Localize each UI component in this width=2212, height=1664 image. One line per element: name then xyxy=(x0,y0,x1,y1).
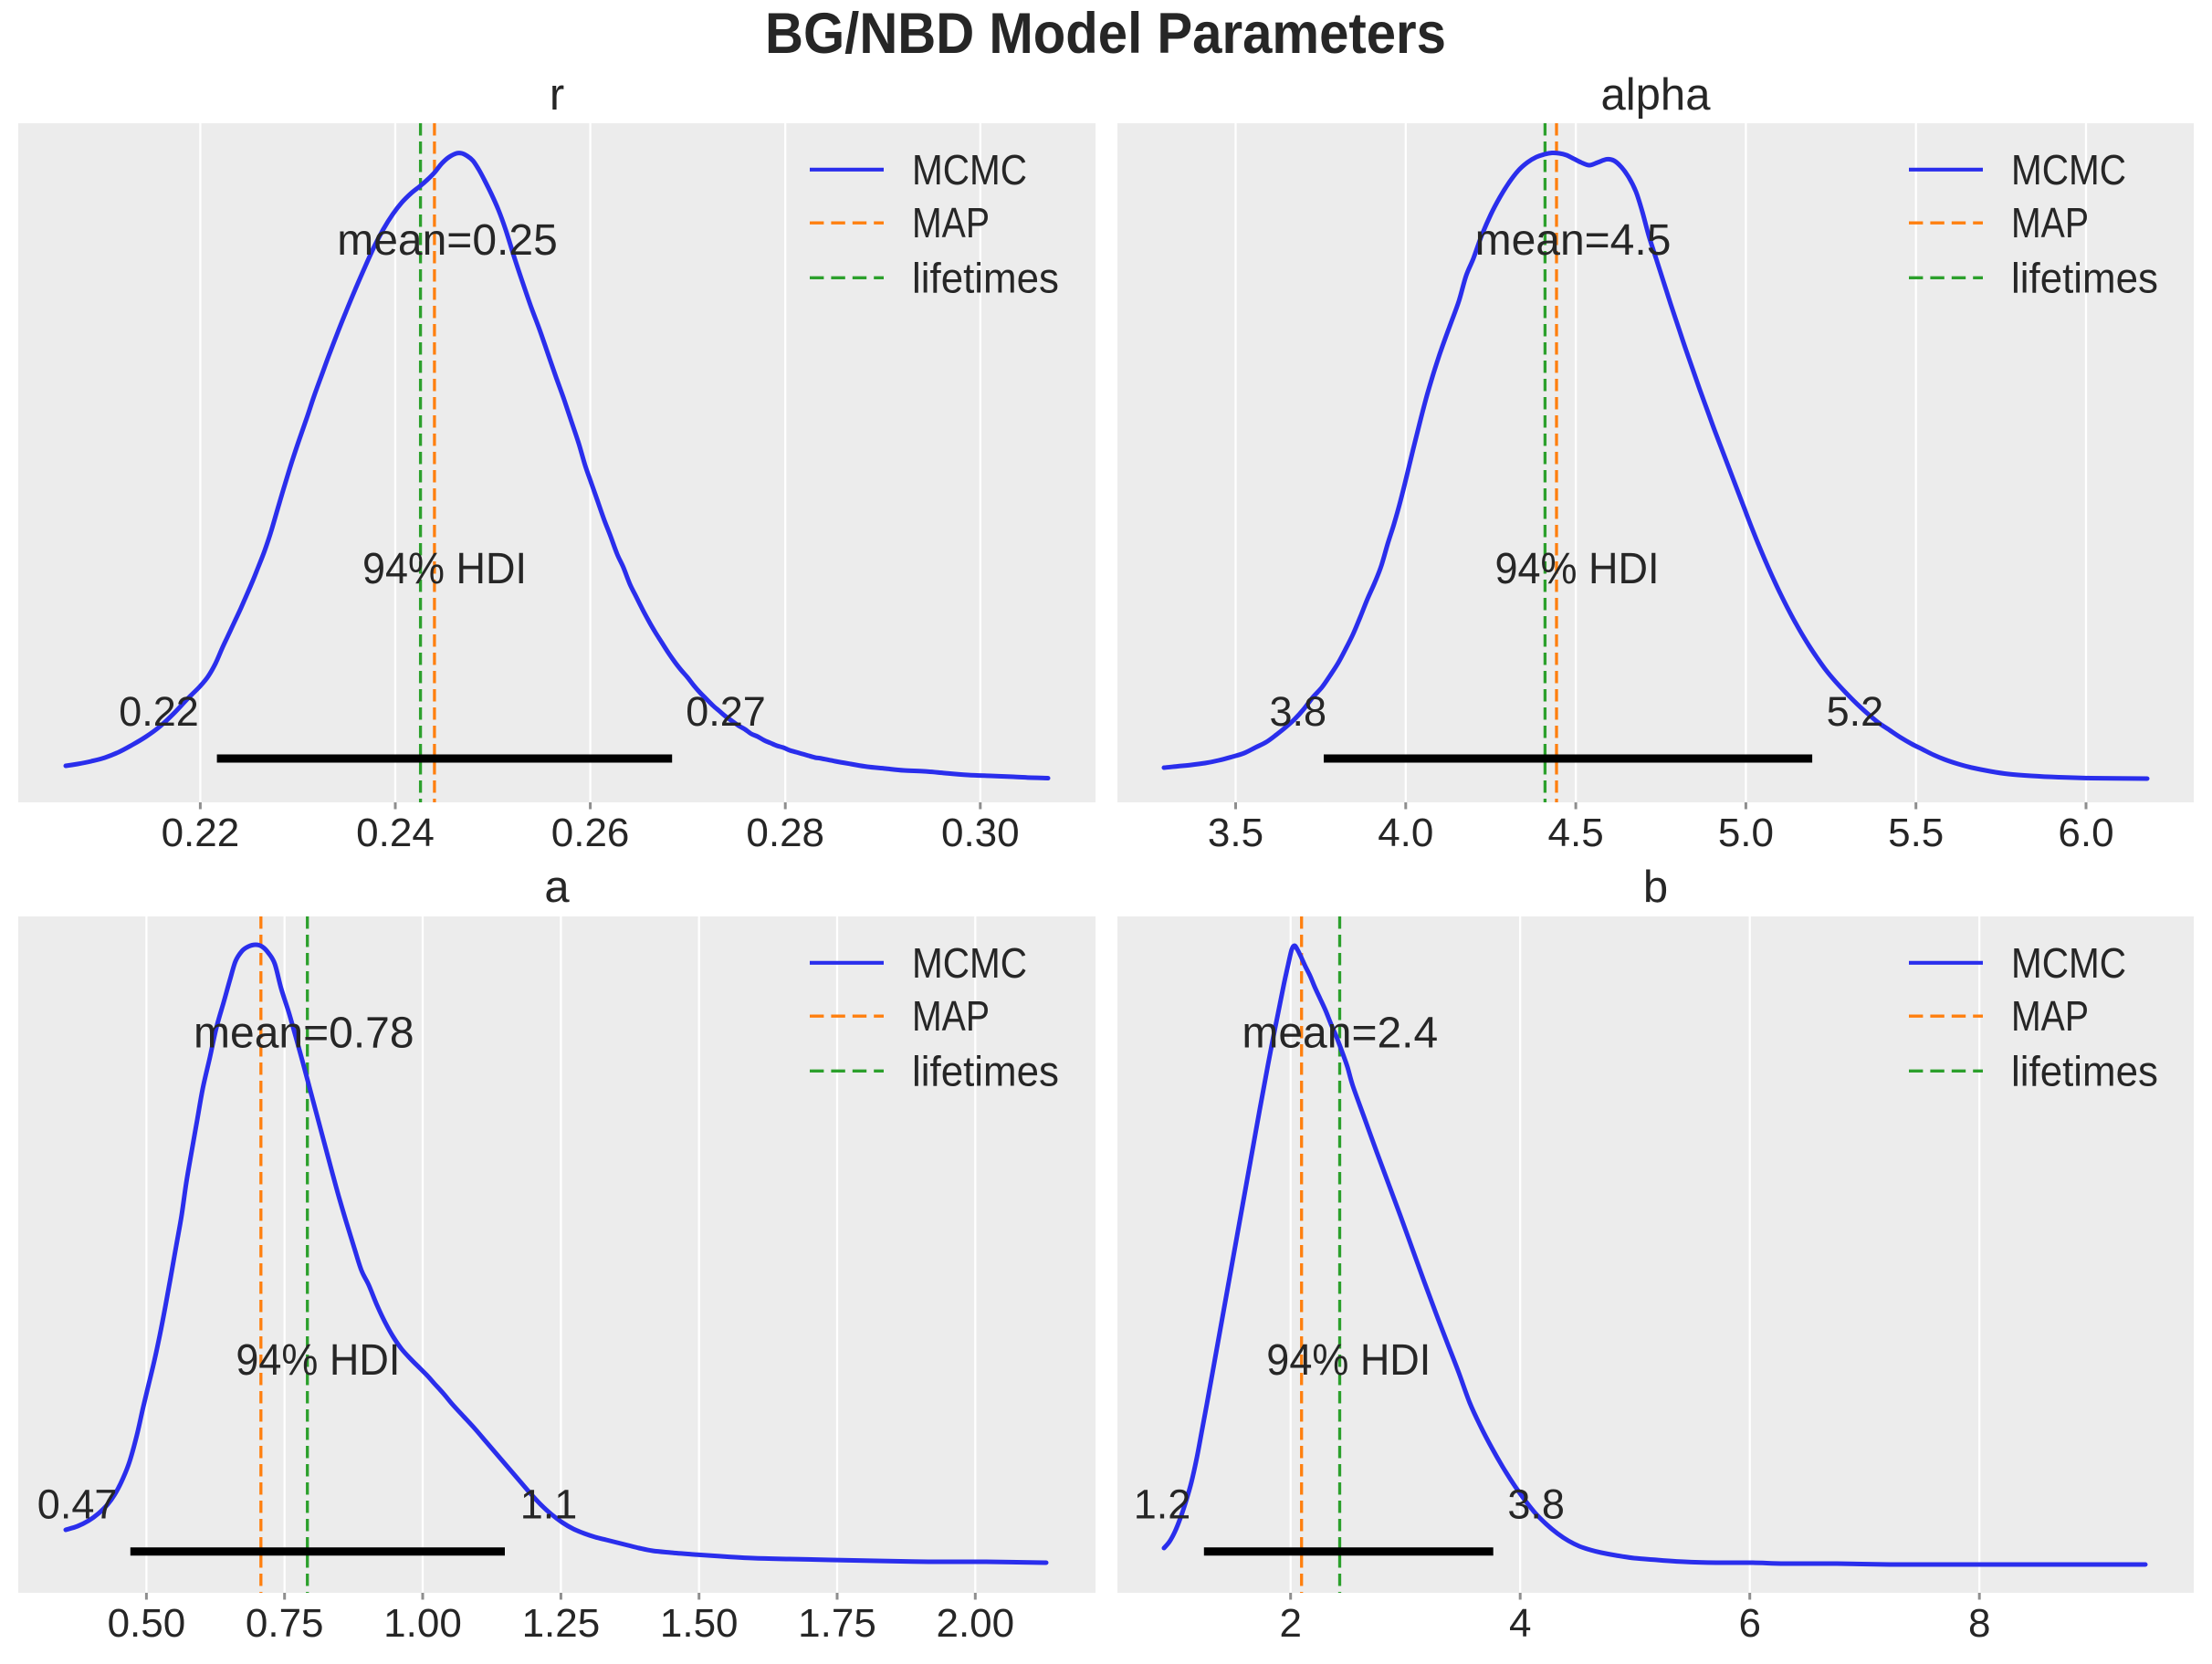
svg-text:6.0: 6.0 xyxy=(2058,811,2113,855)
svg-text:BG/NBD Model Parameters: BG/NBD Model Parameters xyxy=(765,2,1446,66)
svg-text:alpha: alpha xyxy=(1601,70,1712,120)
svg-text:1.25: 1.25 xyxy=(522,1601,601,1646)
svg-text:mean=2.4: mean=2.4 xyxy=(1242,1010,1438,1058)
svg-text:lifetimes: lifetimes xyxy=(2011,1047,2158,1094)
svg-text:94% HDI: 94% HDI xyxy=(362,545,527,593)
svg-text:5.5: 5.5 xyxy=(1888,811,1944,855)
svg-text:1.2: 1.2 xyxy=(1134,1481,1191,1528)
svg-text:MAP: MAP xyxy=(2011,992,2089,1040)
svg-text:1.50: 1.50 xyxy=(660,1601,739,1646)
svg-text:94% HDI: 94% HDI xyxy=(236,1336,400,1385)
svg-text:0.26: 0.26 xyxy=(551,811,630,855)
svg-text:0.75: 0.75 xyxy=(246,1601,324,1646)
svg-text:0.22: 0.22 xyxy=(119,688,199,735)
svg-text:MAP: MAP xyxy=(912,992,990,1040)
svg-text:5.2: 5.2 xyxy=(1827,688,1884,735)
svg-text:a: a xyxy=(544,863,570,912)
svg-text:lifetimes: lifetimes xyxy=(912,1047,1059,1094)
svg-text:mean=4.5: mean=4.5 xyxy=(1475,216,1672,265)
svg-text:MCMC: MCMC xyxy=(2011,146,2126,194)
svg-text:8: 8 xyxy=(1968,1601,1990,1646)
svg-text:lifetimes: lifetimes xyxy=(2011,254,2158,301)
svg-text:0.30: 0.30 xyxy=(941,811,1020,855)
svg-text:r: r xyxy=(550,70,564,120)
svg-text:mean=0.78: mean=0.78 xyxy=(194,1010,414,1058)
svg-text:6: 6 xyxy=(1738,1601,1760,1646)
svg-text:0.24: 0.24 xyxy=(356,811,435,855)
svg-text:1.00: 1.00 xyxy=(383,1601,462,1646)
svg-text:0.22: 0.22 xyxy=(162,811,240,855)
svg-text:2: 2 xyxy=(1279,1601,1301,1646)
svg-text:b: b xyxy=(1643,863,1668,912)
svg-text:1.1: 1.1 xyxy=(520,1481,578,1528)
svg-text:3.5: 3.5 xyxy=(1208,811,1263,855)
svg-text:MCMC: MCMC xyxy=(2011,939,2126,987)
svg-text:3.8: 3.8 xyxy=(1270,688,1327,735)
svg-text:MCMC: MCMC xyxy=(912,939,1027,987)
svg-text:mean=0.25: mean=0.25 xyxy=(337,216,558,265)
svg-text:lifetimes: lifetimes xyxy=(912,254,1059,301)
svg-text:MAP: MAP xyxy=(912,199,990,246)
svg-text:4: 4 xyxy=(1509,1601,1531,1646)
svg-text:94% HDI: 94% HDI xyxy=(1266,1336,1431,1385)
svg-text:4.5: 4.5 xyxy=(1548,811,1604,855)
svg-text:5.0: 5.0 xyxy=(1718,811,1774,855)
svg-text:3.8: 3.8 xyxy=(1507,1481,1565,1528)
svg-text:4.0: 4.0 xyxy=(1378,811,1433,855)
svg-text:0.28: 0.28 xyxy=(746,811,824,855)
svg-text:1.75: 1.75 xyxy=(798,1601,876,1646)
svg-text:94% HDI: 94% HDI xyxy=(1495,545,1660,593)
svg-text:0.50: 0.50 xyxy=(108,1601,186,1646)
svg-text:2.00: 2.00 xyxy=(936,1601,1014,1646)
svg-text:0.27: 0.27 xyxy=(686,688,766,735)
svg-text:MAP: MAP xyxy=(2011,199,2089,246)
svg-text:MCMC: MCMC xyxy=(912,146,1027,194)
svg-text:0.47: 0.47 xyxy=(37,1481,118,1528)
